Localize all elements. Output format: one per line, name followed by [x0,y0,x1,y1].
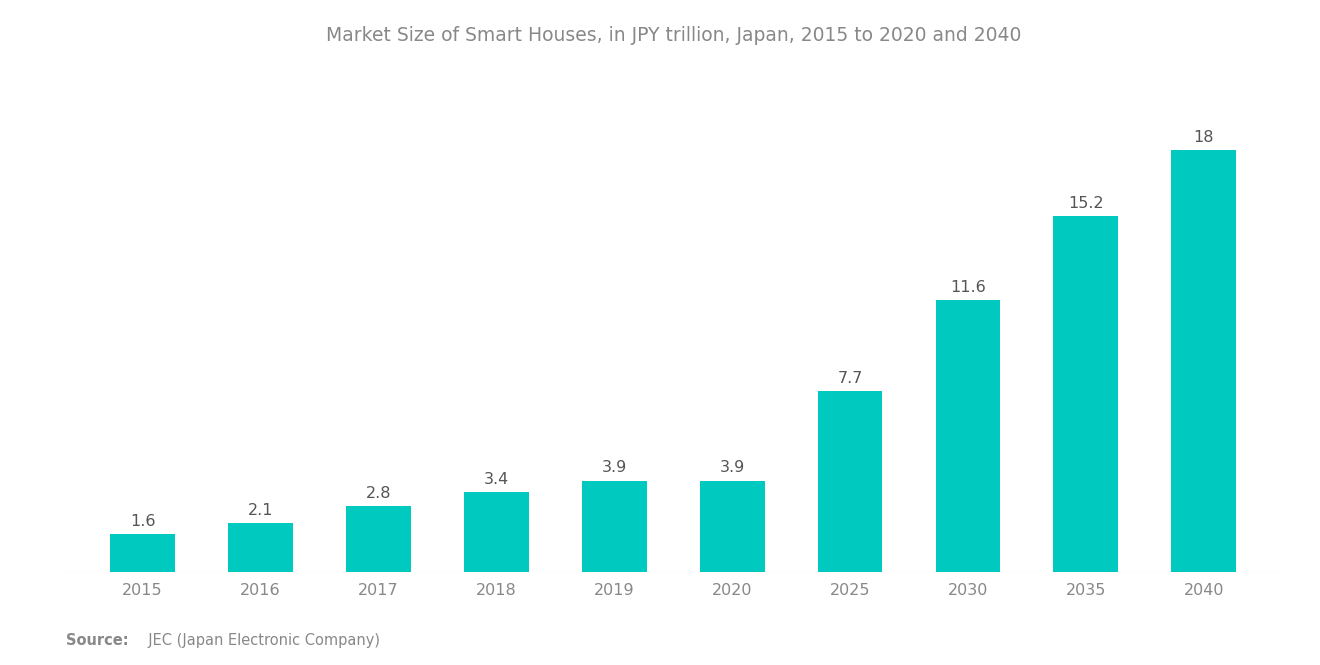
Text: 18: 18 [1193,130,1214,145]
Text: 2.8: 2.8 [366,486,391,501]
Text: 3.9: 3.9 [602,460,627,475]
Bar [463,492,529,572]
Bar [1053,215,1118,572]
Text: 3.9: 3.9 [719,460,744,475]
Bar [936,300,1001,572]
Bar [1171,150,1237,572]
Text: 7.7: 7.7 [837,371,863,386]
Text: 3.4: 3.4 [483,472,510,487]
Text: 15.2: 15.2 [1068,196,1104,211]
Bar [346,506,411,572]
Text: 1.6: 1.6 [129,514,156,529]
Text: Source:: Source: [66,633,128,648]
Bar [700,481,764,572]
Bar [110,535,176,572]
Bar [582,481,647,572]
Bar [817,392,883,572]
Title: Market Size of Smart Houses, in JPY trillion, Japan, 2015 to 2020 and 2040: Market Size of Smart Houses, in JPY tril… [326,26,1020,45]
Text: JEC (Japan Electronic Company): JEC (Japan Electronic Company) [139,633,380,648]
Text: 11.6: 11.6 [950,280,986,295]
Text: 2.1: 2.1 [248,503,273,517]
Bar [228,523,293,572]
